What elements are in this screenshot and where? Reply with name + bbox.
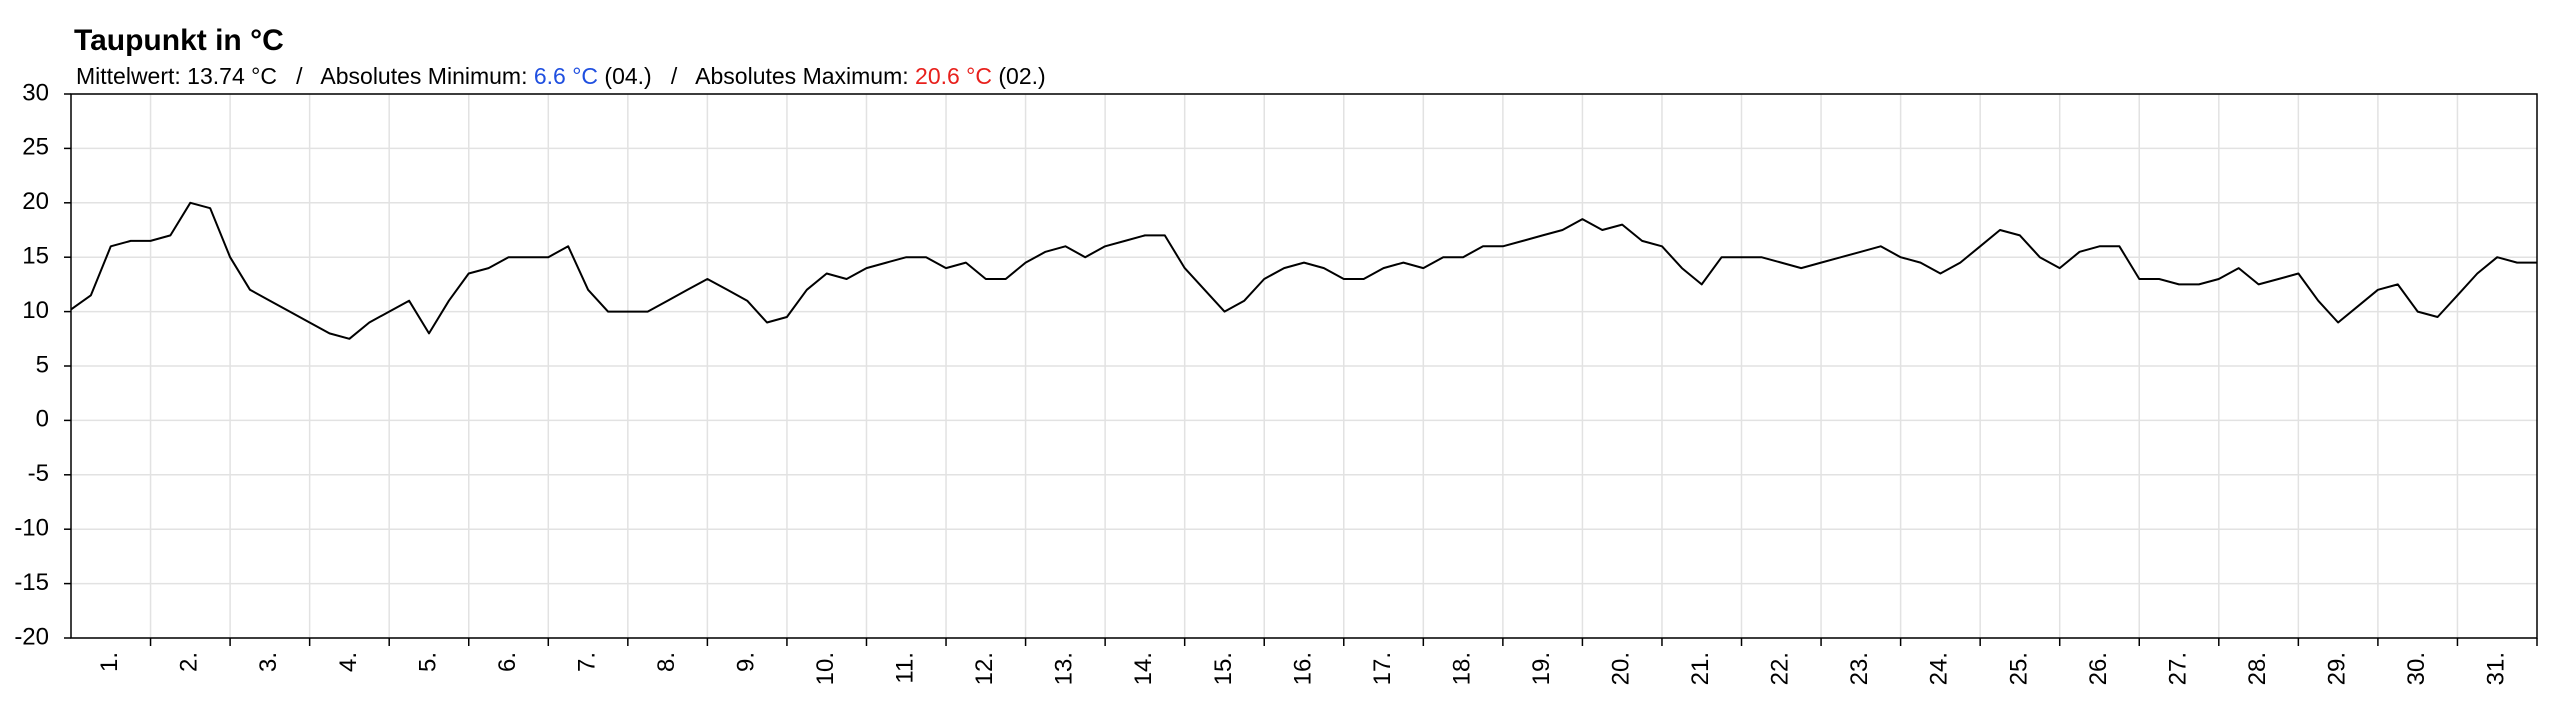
y-tick-label: 25: [22, 134, 49, 161]
y-tick-label: 15: [22, 243, 49, 270]
y-tick-label: 10: [22, 297, 49, 324]
chart-title: Taupunkt in °C: [74, 24, 284, 57]
subtitle-part: 20.6 °C: [915, 63, 992, 89]
x-tick-label: 8.: [653, 652, 680, 672]
x-tick-label: 26.: [2085, 652, 2112, 685]
y-tick-label: -20: [14, 623, 49, 650]
data-line: [70, 201, 2537, 340]
x-tick-label: 7.: [573, 652, 600, 672]
x-tick-label: 4.: [335, 652, 362, 672]
y-tick-label: -10: [14, 515, 49, 542]
x-tick-label: 22.: [1767, 652, 1794, 685]
x-tick-label: 16.: [1289, 652, 1316, 685]
y-tick-label: 30: [22, 79, 49, 106]
x-tick-label: 28.: [2244, 652, 2271, 685]
subtitle-part: Mittelwert: 13.74 °C / Absolutes Minimum…: [76, 63, 534, 89]
x-tick-label: 24.: [1926, 652, 1953, 685]
x-tick-label: 13.: [1051, 652, 1078, 685]
x-tick-label: 1.: [96, 652, 123, 672]
x-tick-label: 30.: [2403, 652, 2430, 685]
x-tick-label: 19.: [1528, 652, 1555, 685]
y-tick-label: -15: [14, 569, 49, 596]
x-tick-label: 20.: [1608, 652, 1635, 685]
x-tick-label: 31.: [2483, 652, 2510, 685]
subtitle-part: 6.6 °C: [534, 63, 598, 89]
subtitle-part: (02.): [992, 63, 1046, 89]
x-tick-label: 14.: [1130, 652, 1157, 685]
y-tick-label: 0: [36, 406, 49, 433]
x-tick-label: 17.: [1369, 652, 1396, 685]
x-tick-label: 23.: [1846, 652, 1873, 685]
x-tick-label: 29.: [2323, 652, 2350, 685]
chart-subtitle: Mittelwert: 13.74 °C / Absolutes Minimum…: [76, 63, 1046, 89]
x-tick-label: 6.: [494, 652, 521, 672]
x-tick-label: 3.: [255, 652, 282, 672]
x-tick-label: 15.: [1210, 652, 1237, 685]
y-tick-label: -5: [28, 460, 49, 487]
x-tick-label: 27.: [2164, 652, 2191, 685]
plot-frame: [70, 93, 2538, 639]
y-tick-label: 20: [22, 188, 49, 215]
x-tick-label: 21.: [1687, 652, 1714, 685]
subtitle-part: (04.) / Absolutes Maximum:: [598, 63, 915, 89]
x-tick-label: 5.: [414, 652, 441, 672]
x-tick-label: 10.: [812, 652, 839, 685]
x-tick-label: 9.: [733, 652, 760, 672]
y-tick-label: 5: [36, 351, 49, 378]
x-tick-label: 2.: [176, 652, 203, 672]
x-tick-label: 18.: [1448, 652, 1475, 685]
x-tick-label: 11.: [892, 652, 919, 684]
x-tick-label: 25.: [2005, 652, 2032, 685]
x-tick-label: 12.: [971, 652, 998, 685]
